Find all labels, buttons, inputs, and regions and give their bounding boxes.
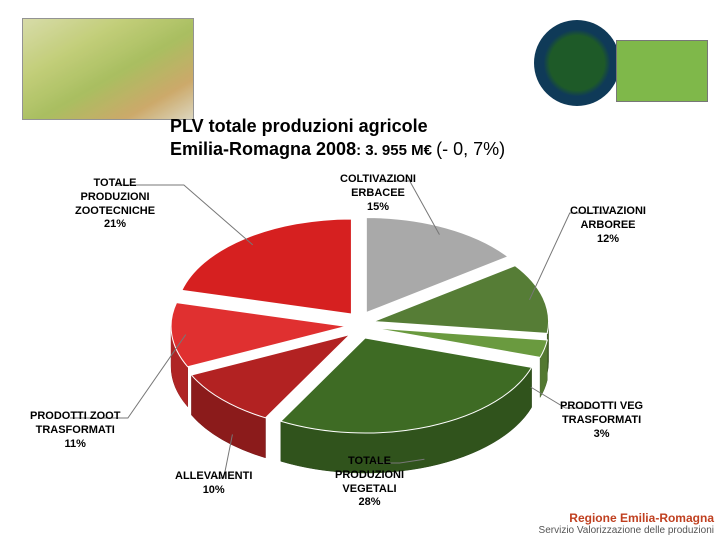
footer-logo: Regione Emilia-Romagna Servizio Valorizz… [539,512,714,536]
footer-region: Regione Emilia-Romagna [539,512,714,525]
slice-label: TOTALE PRODUZIONI ZOOTECNICHE 21% [75,177,155,232]
title-change: (- 0, 7%) [436,139,505,159]
footer-sub: Servizio Valorizzazione delle produzioni [539,525,714,536]
title-line2b: : 3. 955 M€ [356,142,436,159]
pie-chart: COLTIVAZIONI ERBACEE 15% COLTIVAZIONI ARB… [0,165,720,515]
slice-label: COLTIVAZIONI ARBOREE 12% [570,205,646,246]
pie-slice [182,219,352,314]
title-line1: PLV totale produzioni agricole [170,116,428,136]
region-map-image [22,18,194,120]
slice-label: COLTIVAZIONI ERBACEE 15% [340,173,416,214]
slice-label: PRODOTTI ZOOT TRASFORMATI 11% [30,410,120,451]
slice-label: PRODOTTI VEG TRASFORMATI 3% [560,400,643,441]
slice-label: ALLEVAMENTI 10% [175,470,252,498]
title-line2a: Emilia-Romagna 2008 [170,139,356,159]
chart-title: PLV totale produzioni agricole Emilia-Ro… [170,115,710,162]
header-images [0,8,720,118]
organic-logo-icon [534,20,620,106]
slice-label: TOTALE PRODUZIONI VEGETALI 28% [335,455,404,510]
eu-organic-logo-icon [616,40,708,102]
